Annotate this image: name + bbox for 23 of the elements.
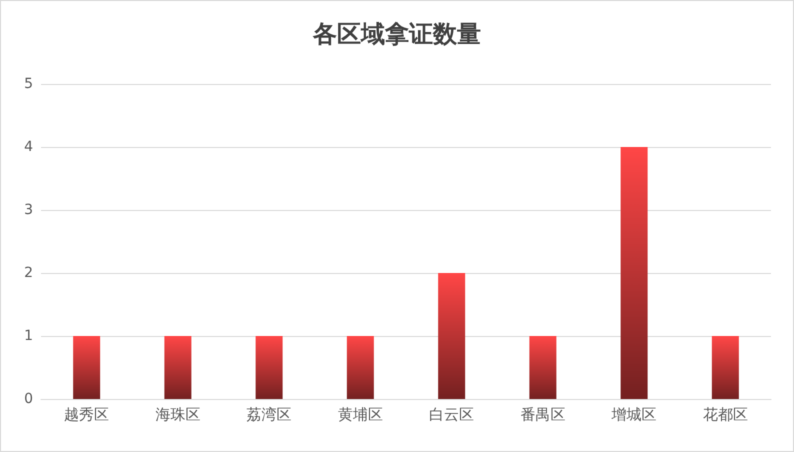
bar	[346, 336, 374, 399]
y-tick-label: 4	[24, 139, 34, 155]
bar	[438, 273, 466, 399]
x-tick-label: 花都区	[702, 406, 748, 424]
y-tick-label: 1	[24, 328, 33, 344]
bar	[164, 336, 192, 399]
x-tick-label: 越秀区	[64, 406, 110, 424]
x-tick-label: 荔湾区	[246, 406, 292, 424]
y-tick-label: 3	[24, 202, 33, 218]
bar	[529, 336, 556, 399]
bar	[712, 336, 739, 399]
bar	[73, 336, 100, 399]
x-tick-label: 白云区	[429, 406, 474, 424]
x-tick-label: 番禺区	[520, 406, 566, 424]
x-tick-label: 海珠区	[155, 406, 200, 424]
bar	[256, 336, 283, 399]
bar	[620, 147, 648, 399]
y-tick-label: 5	[24, 76, 33, 92]
y-tick-label: 0	[24, 391, 33, 407]
y-tick-label: 2	[24, 265, 33, 281]
chart-title: 各区域拿证数量	[312, 20, 481, 48]
x-tick-label: 黄埔区	[338, 406, 383, 424]
x-tick-label: 增城区	[610, 406, 657, 424]
